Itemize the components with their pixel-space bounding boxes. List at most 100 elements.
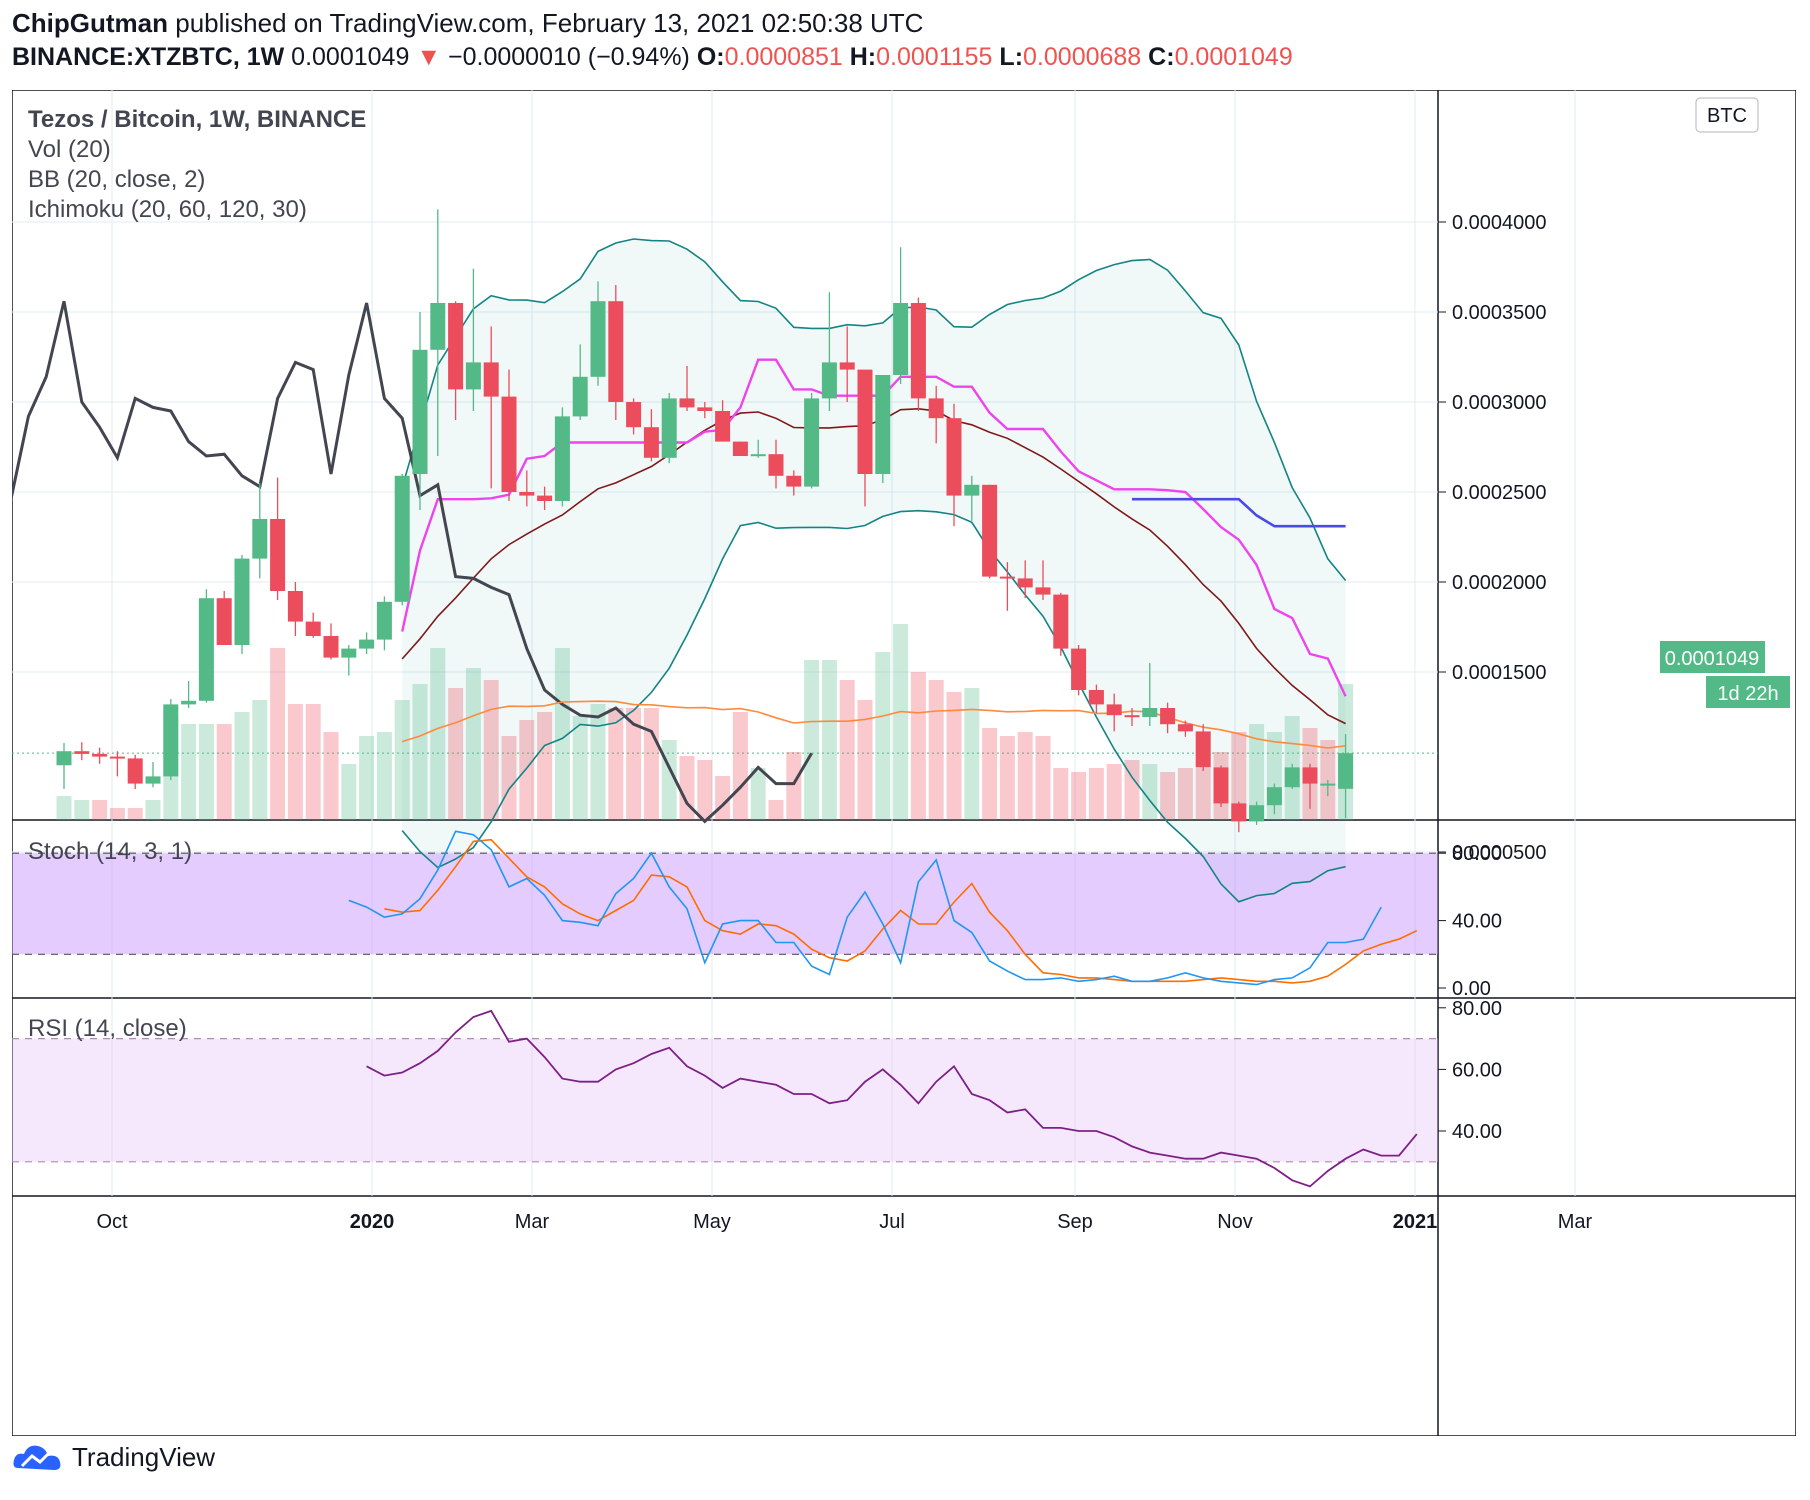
candle-down xyxy=(732,441,748,456)
candle-up xyxy=(554,416,570,501)
volume-bar xyxy=(1142,764,1158,820)
volume-bar xyxy=(893,624,909,820)
volume-bars xyxy=(56,624,1354,820)
volume-bar xyxy=(1035,736,1051,820)
volume-bar xyxy=(750,768,766,820)
stoch-tick-label: 40.00 xyxy=(1452,911,1502,933)
stoch-band xyxy=(12,853,1438,955)
candle-up xyxy=(198,598,214,701)
candle-down xyxy=(1302,767,1318,784)
ichimoku-legend[interactable]: Ichimoku (20, 60, 120, 30) xyxy=(28,196,307,223)
candle-up xyxy=(430,303,446,350)
volume-bar xyxy=(1106,764,1122,820)
volume-bar xyxy=(74,800,90,820)
candle-up xyxy=(341,648,357,658)
volume-bar xyxy=(145,800,161,820)
high-label: H: xyxy=(849,43,877,71)
candle-down xyxy=(910,303,926,399)
currency-label: BTC xyxy=(1707,105,1747,127)
volume-bar xyxy=(501,736,517,820)
candle-down xyxy=(448,303,464,390)
price-axis[interactable]: 0.0000500 0.0001500 0.0002000 0.0002500 0.00… xyxy=(1438,212,1547,1143)
down-arrow-icon: ▼ xyxy=(416,43,442,71)
candle-down xyxy=(982,484,998,577)
price-chart[interactable]: 0.0000500 0.0001500 0.0002000 0.0002500 0.00… xyxy=(12,90,1796,1436)
candle-down xyxy=(999,576,1015,579)
candlesticks xyxy=(56,209,1354,833)
candle-down xyxy=(1177,724,1193,732)
volume-bar xyxy=(608,708,624,820)
candle-down xyxy=(1231,803,1247,822)
candle-down xyxy=(1160,708,1176,725)
ichimoku-lead-span xyxy=(1132,497,1346,528)
volume-bar xyxy=(252,700,268,820)
volume-bar xyxy=(1231,732,1247,820)
volume-bar xyxy=(643,708,659,820)
volume-bar xyxy=(768,800,784,820)
candle-down xyxy=(1088,690,1104,705)
candle-down xyxy=(715,411,731,442)
rsi-tick-label: 80.00 xyxy=(1452,998,1502,1020)
candle-down xyxy=(1213,767,1229,804)
volume-bar xyxy=(1177,768,1193,820)
candle-down xyxy=(270,519,286,591)
volume-bar xyxy=(465,668,481,820)
candle-down xyxy=(1106,704,1122,716)
bollinger-legend[interactable]: BB (20, close, 2) xyxy=(28,166,205,193)
stoch-legend[interactable]: Stoch (14, 3, 1) xyxy=(28,838,192,865)
candle-up xyxy=(465,362,481,390)
close-label: C: xyxy=(1148,43,1175,71)
volume-bar xyxy=(1249,724,1265,820)
volume-bar xyxy=(964,688,980,820)
ohlc-line: BINANCE:XTZBTC, 1W 0.0001049 ▼ −0.000001… xyxy=(12,43,1293,72)
candle-up xyxy=(875,375,891,474)
volume-bar xyxy=(216,724,232,820)
candle-down xyxy=(537,495,553,501)
volume-bar xyxy=(857,700,873,820)
volume-bar xyxy=(590,704,606,820)
volume-bar xyxy=(732,712,748,820)
volume-bar xyxy=(537,712,553,820)
volume-bar xyxy=(323,732,339,820)
candle-up xyxy=(750,454,766,457)
candle-down xyxy=(305,621,321,636)
candle-down xyxy=(1124,715,1140,718)
volume-legend[interactable]: Vol (20) xyxy=(28,136,111,163)
chart-title: Tezos / Bitcoin, 1W, BINANCE xyxy=(28,106,366,133)
volume-bar xyxy=(234,712,250,820)
volume-bar xyxy=(483,680,499,820)
candle-up xyxy=(964,484,980,496)
candle-up xyxy=(821,362,837,399)
volume-bar xyxy=(910,672,926,820)
volume-bar xyxy=(412,684,428,820)
candle-down xyxy=(287,591,303,622)
tradingview-logo-icon xyxy=(13,1445,61,1470)
open-value: 0.0000851 xyxy=(724,43,843,71)
author[interactable]: ChipGutman xyxy=(12,8,168,38)
candle-up xyxy=(661,398,677,458)
volume-bar xyxy=(804,660,820,820)
volume-bar xyxy=(786,752,802,820)
rsi-line xyxy=(366,1009,1418,1188)
price-tick-label: 0.0001500 xyxy=(1452,662,1547,684)
volume-bar xyxy=(1160,772,1176,820)
time-tick-label: Mar xyxy=(1558,1211,1593,1233)
stoch-d-line xyxy=(384,838,1418,984)
volume-bar xyxy=(430,648,446,820)
candle-up xyxy=(394,475,410,602)
time-axis[interactable]: Oct 2020 Mar May Jul Sep Nov 2021 Mar xyxy=(96,1211,1592,1233)
symbol[interactable]: BINANCE:XTZBTC, 1W xyxy=(12,43,285,71)
candle-up xyxy=(1320,783,1336,786)
candle-down xyxy=(1053,594,1069,649)
close-value: 0.0001049 xyxy=(1174,43,1293,71)
volume-bar xyxy=(270,648,286,820)
candle-up xyxy=(893,303,909,375)
candle-down xyxy=(697,407,713,411)
currency-badge[interactable] xyxy=(1695,97,1759,133)
volume-ma-line xyxy=(401,700,1346,749)
rsi-legend[interactable]: RSI (14, close) xyxy=(28,1015,187,1042)
price-tick-label: 0.0004000 xyxy=(1452,212,1547,234)
volume-bar xyxy=(198,724,214,820)
volume-bar xyxy=(394,700,410,820)
time-tick-label: Nov xyxy=(1217,1211,1253,1233)
